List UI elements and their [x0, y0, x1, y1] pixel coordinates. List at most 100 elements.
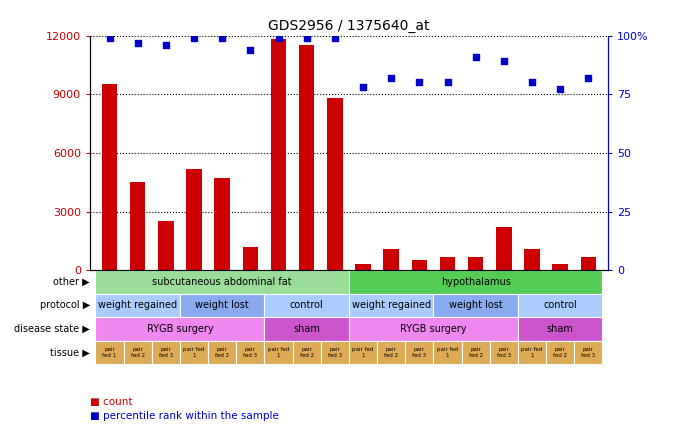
Text: tissue ▶: tissue ▶ — [50, 347, 90, 357]
Text: RYGB surgery: RYGB surgery — [400, 324, 466, 334]
Bar — [518, 341, 546, 364]
Bar — [321, 341, 349, 364]
Point — [104, 34, 115, 41]
Bar — [158, 221, 173, 270]
Bar — [236, 341, 265, 364]
Bar — [546, 341, 574, 364]
Bar — [349, 341, 377, 364]
Bar — [292, 341, 321, 364]
Bar — [95, 270, 349, 293]
Bar — [243, 247, 258, 270]
Bar — [355, 264, 371, 270]
Text: pair
fed 2: pair fed 2 — [553, 347, 567, 358]
Text: pair
fed 2: pair fed 2 — [384, 347, 398, 358]
Bar — [468, 257, 484, 270]
Bar — [462, 341, 490, 364]
Text: pair
fed 1: pair fed 1 — [102, 347, 117, 358]
Bar — [299, 45, 314, 270]
Bar — [265, 317, 349, 341]
Point — [470, 53, 481, 60]
Text: subcutaneous abdominal fat: subcutaneous abdominal fat — [153, 277, 292, 287]
Bar — [439, 257, 455, 270]
Point — [386, 74, 397, 81]
Bar — [552, 264, 568, 270]
Point — [132, 39, 143, 46]
Text: pair fed
1: pair fed 1 — [437, 347, 458, 358]
Text: ■ percentile rank within the sample: ■ percentile rank within the sample — [90, 411, 278, 421]
Text: sham: sham — [547, 324, 574, 334]
Point — [498, 58, 509, 65]
Bar — [214, 178, 230, 270]
Text: pair
fed 2: pair fed 2 — [215, 347, 229, 358]
Point — [583, 74, 594, 81]
Bar — [433, 341, 462, 364]
Bar — [187, 169, 202, 270]
Point — [160, 41, 171, 48]
Bar — [95, 341, 124, 364]
Bar — [180, 341, 208, 364]
Bar — [265, 341, 292, 364]
Text: pair fed
1: pair fed 1 — [183, 347, 205, 358]
Bar — [327, 98, 343, 270]
Text: ■ count: ■ count — [90, 397, 133, 408]
Text: pair
fed 3: pair fed 3 — [413, 347, 426, 358]
Text: weight lost: weight lost — [449, 301, 502, 310]
Bar — [518, 293, 603, 317]
Text: weight lost: weight lost — [196, 301, 249, 310]
Bar — [412, 261, 427, 270]
Bar — [180, 293, 265, 317]
Point — [217, 34, 228, 41]
Text: weight regained: weight regained — [352, 301, 430, 310]
Text: pair fed
1: pair fed 1 — [268, 347, 290, 358]
Point — [189, 34, 200, 41]
Bar — [490, 341, 518, 364]
Point — [330, 34, 341, 41]
Bar — [124, 341, 152, 364]
Bar — [496, 227, 511, 270]
Point — [301, 34, 312, 41]
Bar — [518, 317, 603, 341]
Bar — [433, 293, 518, 317]
Bar — [102, 84, 117, 270]
Bar — [265, 293, 349, 317]
Point — [245, 46, 256, 53]
Text: pair
fed 2: pair fed 2 — [131, 347, 145, 358]
Text: pair
fed 3: pair fed 3 — [497, 347, 511, 358]
Bar — [349, 270, 603, 293]
Text: control: control — [290, 301, 323, 310]
Text: RYGB surgery: RYGB surgery — [146, 324, 214, 334]
Text: weight regained: weight regained — [98, 301, 178, 310]
Bar — [349, 293, 433, 317]
Title: GDS2956 / 1375640_at: GDS2956 / 1375640_at — [268, 19, 430, 33]
Text: pair
fed 3: pair fed 3 — [243, 347, 258, 358]
Text: other ▶: other ▶ — [53, 277, 90, 287]
Bar — [384, 249, 399, 270]
Text: pair
fed 2: pair fed 2 — [468, 347, 483, 358]
Point — [555, 86, 566, 93]
Bar — [95, 293, 180, 317]
Text: hypothalamus: hypothalamus — [441, 277, 511, 287]
Text: pair fed
1: pair fed 1 — [352, 347, 374, 358]
Point — [273, 34, 284, 41]
Point — [527, 79, 538, 86]
Text: pair
fed 3: pair fed 3 — [328, 347, 342, 358]
Bar — [208, 341, 236, 364]
Bar — [574, 341, 603, 364]
Bar — [130, 182, 146, 270]
Bar — [524, 249, 540, 270]
Text: sham: sham — [293, 324, 320, 334]
Text: pair
fed 3: pair fed 3 — [581, 347, 596, 358]
Bar — [406, 341, 433, 364]
Text: pair fed
1: pair fed 1 — [521, 347, 542, 358]
Point — [414, 79, 425, 86]
Text: control: control — [543, 301, 577, 310]
Text: pair
fed 3: pair fed 3 — [159, 347, 173, 358]
Text: pair
fed 2: pair fed 2 — [300, 347, 314, 358]
Point — [357, 83, 368, 91]
Bar — [377, 341, 406, 364]
Bar — [95, 317, 265, 341]
Bar — [580, 257, 596, 270]
Bar — [349, 317, 518, 341]
Text: protocol ▶: protocol ▶ — [39, 301, 90, 310]
Text: disease state ▶: disease state ▶ — [14, 324, 90, 334]
